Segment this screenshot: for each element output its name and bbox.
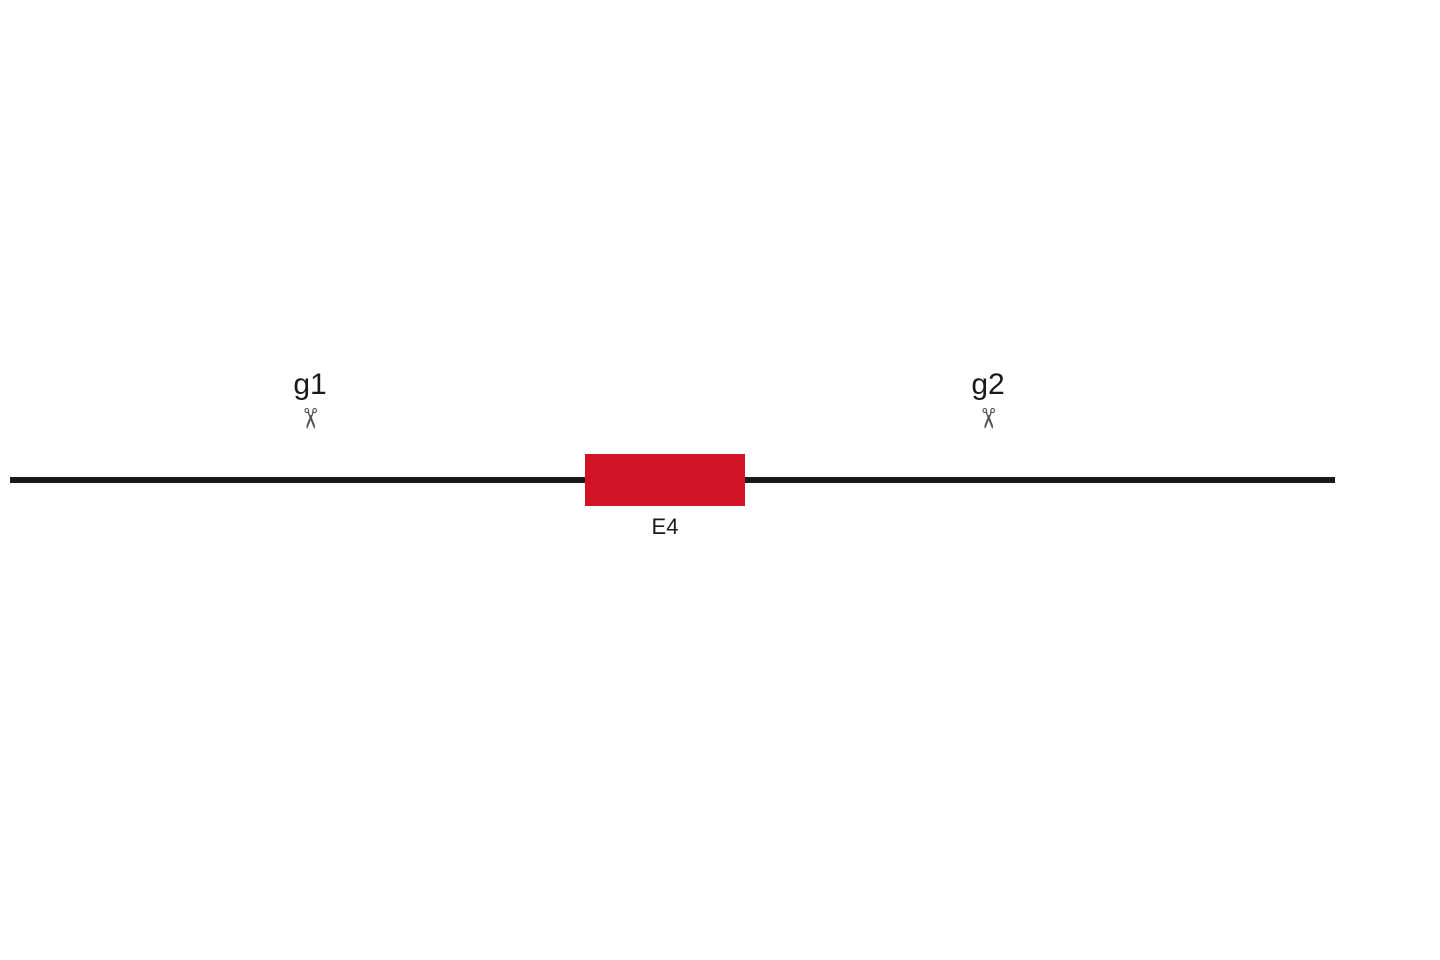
exon-block	[585, 454, 745, 506]
scissors-icon-g2: ✂	[972, 407, 1005, 430]
exon-label: E4	[652, 514, 679, 540]
cut-site-label-g1: g1	[293, 368, 326, 402]
gene-diagram: E4 g1 ✂ g2 ✂	[0, 0, 1440, 960]
scissors-icon-g1: ✂	[294, 407, 327, 430]
cut-site-label-g2: g2	[971, 368, 1004, 402]
